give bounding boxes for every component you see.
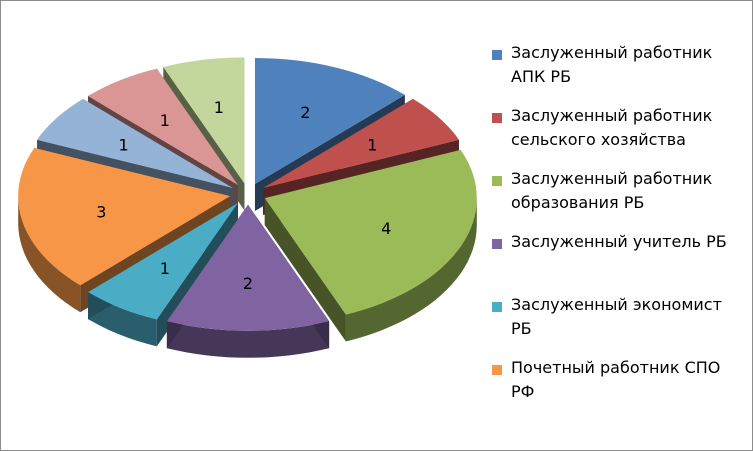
pie-slices: [18, 57, 477, 358]
legend-label: Заслуженный работник образования РБ: [511, 169, 713, 212]
pie-slice-3: [166, 204, 330, 358]
pie-slice-top: [37, 98, 233, 188]
pie-data-labels: 2 1 4 2 1 3 1 1 1: [96, 98, 391, 293]
legend-item-teacher: Заслуженный учитель РБ: [491, 230, 746, 293]
pie-data-label: 1: [160, 111, 170, 130]
legend: Заслуженный работник АПК РБ Заслуженный …: [491, 41, 746, 419]
legend-label: Заслуженный работник АПК РБ: [511, 43, 713, 86]
pie-slice-top: [163, 57, 245, 184]
pie-data-label: 1: [367, 136, 377, 155]
legend-swatch: [492, 302, 502, 312]
pie-data-label: 2: [243, 274, 253, 293]
legend-label: Заслуженный учитель РБ: [511, 232, 727, 251]
legend-label: Заслуженный экономист РБ: [511, 295, 722, 338]
pie-data-label: 3: [96, 202, 106, 221]
pie-slice-top: [263, 98, 459, 188]
pie-slice-side: [166, 321, 330, 358]
legend-label: Почетный работник СПО РФ: [511, 358, 721, 401]
pie-slice-2: [264, 149, 477, 342]
pie-slice-top: [88, 202, 238, 320]
legend-label: Заслуженный работник сельского хозяйства: [511, 106, 713, 149]
pie-data-label: 1: [214, 98, 224, 117]
pie-data-label: 4: [381, 219, 391, 238]
legend-item-spo: Почетный работник СПО РФ: [491, 356, 746, 419]
legend-item-education: Заслуженный работник образования РБ: [491, 167, 746, 230]
pie-slice-top: [264, 149, 477, 315]
legend-swatch: [492, 113, 502, 123]
legend-swatch: [492, 50, 502, 60]
legend-swatch: [492, 365, 502, 375]
pie-slice-top: [254, 58, 405, 185]
legend-item-apk: Заслуженный работник АПК РБ: [491, 41, 746, 104]
pie-data-label: 2: [300, 103, 310, 122]
legend-swatch: [492, 239, 502, 249]
pie-slice-cut-face: [264, 198, 346, 342]
legend-swatch: [492, 176, 502, 186]
pie-data-label: 1: [119, 136, 129, 155]
pie-slice-top: [18, 147, 231, 286]
legend-item-agriculture: Заслуженный работник сельского хозяйства: [491, 104, 746, 167]
pie-slice-top: [88, 68, 238, 186]
pie-slice-side: [18, 196, 81, 313]
legend-item-economist: Заслуженный экономист РБ: [491, 293, 746, 356]
pie-slice-side: [345, 198, 477, 342]
pie-data-label: 1: [160, 259, 170, 278]
pie-slice-top: [166, 204, 330, 331]
